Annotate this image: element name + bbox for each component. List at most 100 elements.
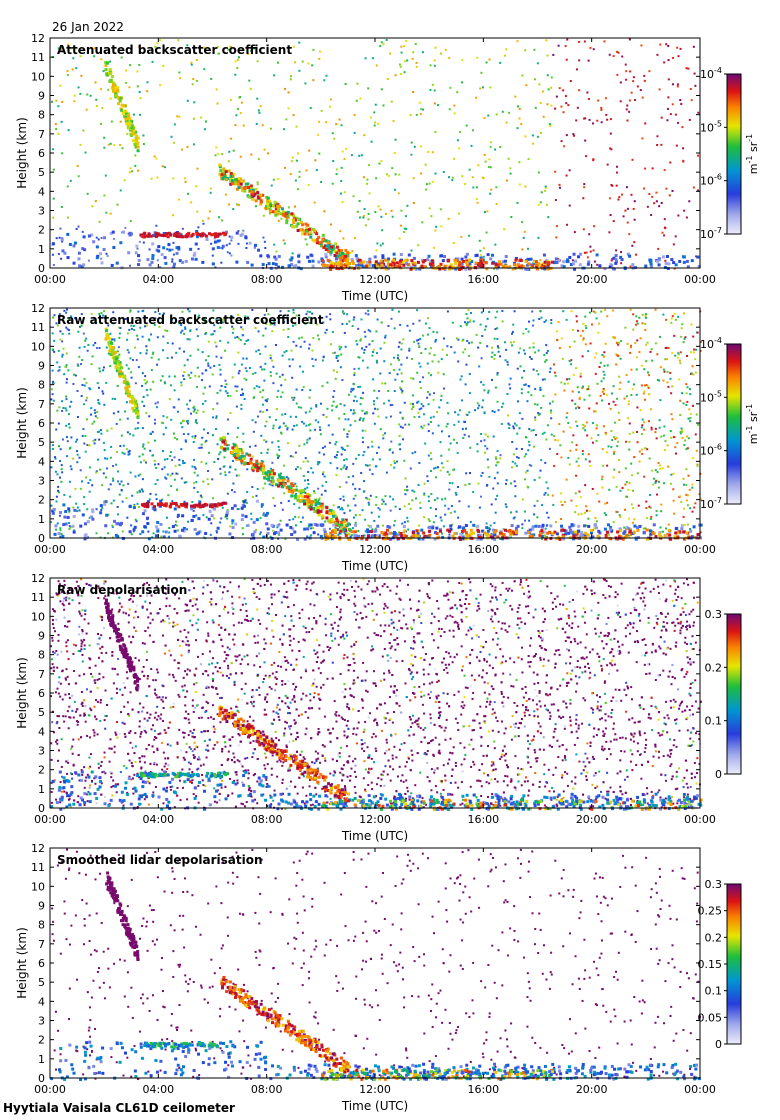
heatmap-cell	[446, 460, 449, 463]
heatmap-cell	[532, 319, 535, 322]
precip-cell	[344, 248, 348, 252]
heatmap-cell	[406, 520, 409, 523]
heatmap-cell	[67, 129, 70, 132]
colorbar-swatch	[727, 166, 741, 169]
heatmap-cell	[166, 357, 169, 360]
low-cloud-cell	[447, 258, 451, 262]
low-cloud-cell	[337, 267, 341, 271]
heatmap-cell	[102, 472, 105, 475]
heatmap-cell	[520, 123, 523, 126]
heatmap-cell	[613, 450, 616, 453]
heatmap-cell	[416, 309, 419, 312]
boundary-layer-cell	[384, 265, 388, 269]
heatmap-cell	[410, 249, 413, 252]
heatmap-cell	[94, 415, 97, 418]
precip-cell	[300, 228, 304, 232]
heatmap-cell	[215, 318, 218, 321]
heatmap-cell	[133, 504, 136, 507]
heatmap-cell	[522, 349, 525, 352]
heatmap-cell	[671, 351, 674, 354]
heatmap-cell	[90, 363, 93, 366]
heatmap-cell	[639, 409, 642, 412]
heatmap-cell	[587, 59, 590, 62]
heatmap-cell	[61, 353, 64, 356]
precip-cell	[330, 245, 334, 249]
heatmap-cell	[363, 330, 366, 333]
boundary-layer-cell	[357, 534, 361, 538]
heatmap-cell	[76, 165, 79, 168]
heatmap-cell	[125, 401, 128, 404]
heatmap-cell	[181, 148, 184, 151]
boundary-layer-cell	[374, 533, 378, 537]
heatmap-cell	[393, 369, 396, 372]
boundary-layer-cell	[649, 258, 653, 262]
heatmap-cell	[354, 395, 357, 398]
heatmap-cell	[241, 328, 244, 331]
heatmap-cell	[691, 365, 694, 368]
heatmap-cell	[544, 185, 547, 188]
boundary-layer-cell	[181, 514, 185, 518]
boundary-layer-cell	[293, 530, 297, 534]
heatmap-cell	[492, 487, 495, 490]
heatmap-cell	[197, 375, 200, 378]
heatmap-cell	[697, 111, 700, 114]
boundary-layer-cell	[667, 262, 671, 266]
heatmap-cell	[57, 349, 60, 352]
cirrus-cell	[133, 142, 137, 146]
cirrus-cell	[110, 75, 114, 79]
heatmap-cell	[663, 425, 666, 428]
heatmap-cell	[477, 164, 480, 167]
heatmap-cell	[558, 423, 561, 426]
heatmap-cell	[189, 376, 192, 379]
boundary-layer-cell	[95, 256, 99, 260]
heatmap-cell	[325, 74, 328, 77]
low-cloud-cell	[380, 261, 384, 265]
boundary-layer-cell	[462, 537, 466, 541]
heatmap-cell	[636, 322, 639, 325]
heatmap-cell	[696, 464, 699, 467]
heatmap-cell	[61, 100, 64, 103]
heatmap-cell	[575, 119, 578, 122]
mid-layer-cell	[218, 232, 222, 236]
heatmap-cell	[173, 375, 176, 378]
heatmap-cell	[415, 113, 418, 116]
heatmap-cell	[367, 309, 370, 312]
boundary-layer-cell	[77, 257, 81, 261]
heatmap-cell	[110, 445, 113, 448]
plot-area	[50, 38, 700, 268]
heatmap-cell	[98, 402, 101, 405]
heatmap-cell	[275, 250, 278, 253]
colorbar-swatch	[727, 228, 741, 231]
cirrus-cell	[131, 132, 135, 136]
heatmap-cell	[538, 83, 541, 86]
heatmap-cell	[649, 350, 652, 353]
heatmap-cell	[509, 377, 512, 380]
boundary-layer-cell	[251, 532, 255, 536]
heatmap-cell	[658, 480, 661, 483]
heatmap-cell	[648, 457, 651, 460]
heatmap-cell	[129, 219, 132, 222]
heatmap-cell	[354, 514, 357, 517]
precip-cell	[340, 251, 344, 255]
precip-cell	[244, 182, 248, 186]
precip-cell	[296, 222, 300, 226]
boundary-layer-cell	[91, 510, 95, 514]
colorbar-swatch	[727, 126, 741, 129]
mid-layer-cell	[174, 231, 178, 235]
heatmap-cell	[188, 310, 191, 313]
heatmap-cell	[602, 377, 605, 380]
boundary-layer-cell	[555, 261, 559, 265]
boundary-layer-cell	[614, 257, 618, 261]
heatmap-cell	[59, 535, 62, 538]
heatmap-cell	[641, 433, 644, 436]
heatmap-cell	[517, 400, 520, 403]
heatmap-cell	[242, 357, 245, 360]
heatmap-cell	[480, 381, 483, 384]
heatmap-cell	[676, 442, 679, 445]
heatmap-cell	[396, 354, 399, 357]
boundary-layer-cell	[568, 525, 572, 529]
boundary-layer-cell	[489, 257, 493, 261]
heatmap-cell	[533, 504, 536, 507]
heatmap-cell	[537, 412, 540, 415]
heatmap-cell	[51, 253, 54, 256]
